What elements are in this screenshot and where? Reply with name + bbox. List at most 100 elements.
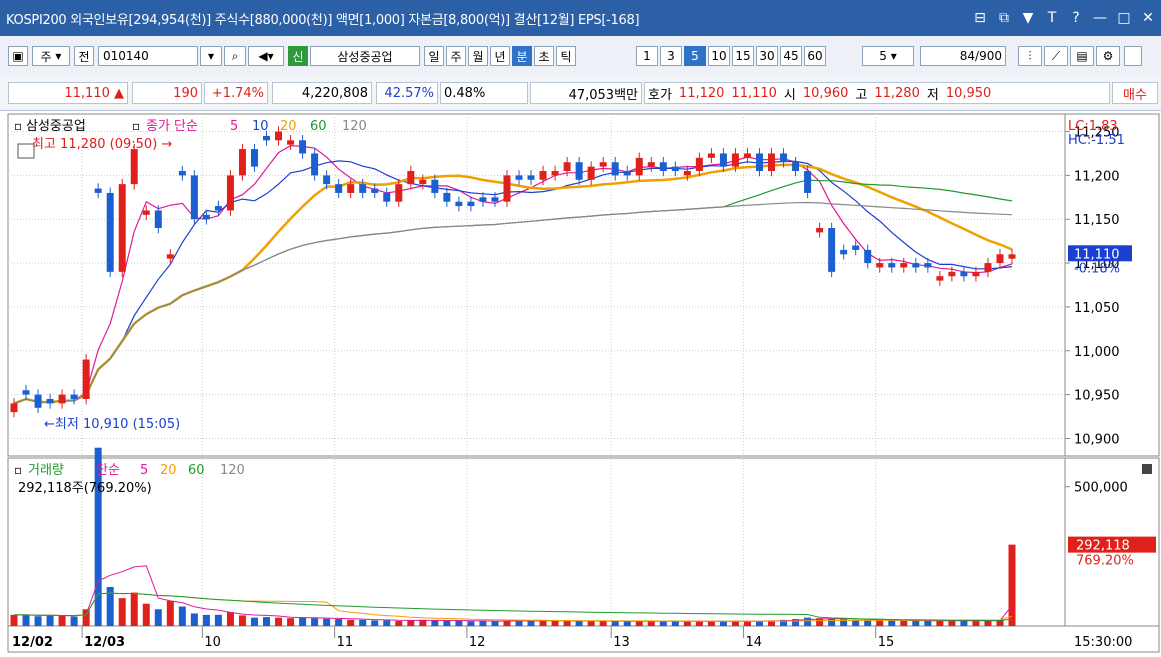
minimize-icon[interactable]: — [1093, 10, 1107, 26]
candle-body [299, 140, 307, 154]
total-label[interactable]: 전 [74, 46, 94, 66]
candle-body [551, 171, 559, 176]
current-price-box [1068, 245, 1132, 262]
buy-button[interactable]: 매수 [1112, 82, 1158, 104]
period-button-4[interactable]: 분 [512, 46, 532, 66]
candle-body [539, 171, 547, 180]
period-button-5[interactable]: 초 [534, 46, 554, 66]
volume-bar [792, 619, 800, 626]
volume-bar [443, 620, 451, 626]
volume-bar [10, 614, 18, 626]
help-icon[interactable]: ? [1072, 10, 1080, 26]
candle-body [900, 263, 908, 268]
volume-bar [647, 621, 655, 626]
interval-button-0[interactable]: 1 [636, 46, 658, 66]
volume-bar [828, 618, 836, 626]
volume-bar [347, 619, 355, 626]
font-icon[interactable]: T [1047, 10, 1057, 26]
quote-bar: 11,110 ▲ 190 +1.74% 4,220,808 42.57% 0.4… [0, 76, 1161, 111]
settings-icon[interactable]: ⚙ [1096, 46, 1120, 66]
interval-button-3[interactable]: 10 [708, 46, 730, 66]
interval-button-1[interactable]: 3 [660, 46, 682, 66]
chart-area[interactable]: 11,250 11,200 11,150 11,100 11,050 11,000 10,9… [0, 110, 1161, 654]
candle-body [58, 394, 66, 404]
candle-body [1008, 254, 1016, 259]
interval-button-5[interactable]: 30 [756, 46, 778, 66]
period-button-3[interactable]: 년 [490, 46, 510, 66]
restore-icon[interactable]: ⊟ [974, 10, 986, 26]
candle-body [22, 390, 30, 395]
speaker-icon[interactable]: ◀▾ [248, 46, 284, 66]
layout-icon[interactable]: ▣ [8, 46, 28, 66]
candle-body [563, 162, 571, 171]
candle-body [371, 188, 379, 193]
volume-bar [238, 615, 246, 626]
volume-bar [984, 620, 992, 626]
volume-bar [864, 619, 872, 626]
stock-chart[interactable]: 11,25011,20011,15011,10011,05011,00010,9… [0, 110, 1161, 654]
candle-body [335, 184, 343, 193]
volume-bar [936, 620, 944, 626]
count-input[interactable]: 84/900 [920, 46, 1006, 66]
candle-body [178, 171, 186, 176]
code-dropdown-icon[interactable]: ▾ [200, 46, 222, 66]
candle-body [828, 228, 836, 272]
volume-legend-ma-60: 60 [188, 463, 205, 478]
close-icon[interactable]: ✕ [1142, 10, 1154, 26]
pin-icon[interactable]: ▼ [1022, 10, 1034, 26]
candle-body [70, 394, 78, 399]
save-icon[interactable]: ▤ [1070, 46, 1094, 66]
search-icon[interactable]: ⌕ [224, 46, 246, 66]
time-tick-label: 12/03 [84, 635, 125, 650]
candle-body [287, 140, 295, 145]
code-input[interactable]: 010140 [98, 46, 198, 66]
checkbox[interactable] [1124, 46, 1142, 66]
candle-body [888, 263, 896, 268]
period-button-6[interactable]: 틱 [556, 46, 576, 66]
candle-body [611, 162, 619, 176]
current-pct-label: -0.18% [1074, 261, 1120, 276]
interval-button-7[interactable]: 60 [804, 46, 826, 66]
price-tick-label: 11,150 [1074, 213, 1120, 228]
candle-body [263, 135, 271, 141]
ma-line-120 [13, 201, 1013, 404]
candle-body [852, 245, 860, 250]
candle-body [792, 162, 800, 171]
period-button-0[interactable]: 일 [424, 46, 444, 66]
volume-bar [118, 598, 126, 626]
interval-button-4[interactable]: 15 [732, 46, 754, 66]
candle-body [707, 153, 715, 158]
ratio-pct: 0.48% [440, 82, 528, 104]
candle-body [479, 197, 487, 202]
maximize-icon[interactable]: □ [1117, 10, 1131, 26]
interval-button-2[interactable]: 5 [684, 46, 706, 66]
legend-stock-name: 삼성중공업 [26, 119, 86, 134]
volume-bar [527, 620, 535, 626]
volume-bar [142, 603, 150, 626]
popout-icon[interactable]: ⧉ [999, 10, 1009, 26]
line-tool-icon[interactable]: ⟋ [1044, 46, 1068, 66]
period-button-2[interactable]: 월 [468, 46, 488, 66]
panel-close-icon [1142, 464, 1152, 474]
volume-bar [419, 619, 427, 626]
candle-body [250, 149, 258, 167]
candle-body [527, 175, 535, 180]
candle-body [94, 188, 102, 193]
volume-bar [635, 620, 643, 626]
period-button-1[interactable]: 주 [446, 46, 466, 66]
price-axis [1064, 113, 1160, 457]
price-tick-label: 11,050 [1074, 301, 1120, 316]
volume-bar [960, 620, 968, 626]
interval-select[interactable]: 5 ▾ [862, 46, 914, 66]
legend-bullet: ▫ [14, 463, 22, 477]
volume-bar [190, 613, 198, 626]
candle-body [683, 171, 691, 176]
interval-button-6[interactable]: 45 [780, 46, 802, 66]
volume-bar [623, 621, 631, 626]
volume-bar [407, 620, 415, 626]
volume-bar [659, 621, 667, 626]
candle-type-icon[interactable]: ⫶ [1018, 46, 1042, 66]
volume-bar [491, 621, 499, 626]
period-select[interactable]: 주 ▾ [32, 46, 70, 66]
volume-current-box [1068, 536, 1156, 553]
